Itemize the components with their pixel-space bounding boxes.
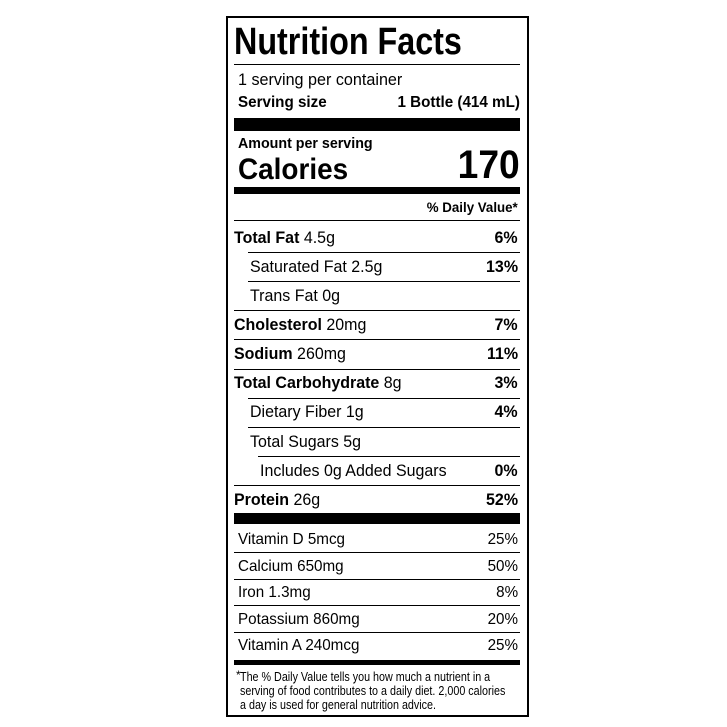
rule (234, 660, 520, 665)
nutrient-name: Sodium (234, 344, 293, 364)
serving-size-label: Serving size (238, 94, 327, 112)
nutrient-row: Saturated Fat 2.5g (250, 257, 382, 277)
nutrient-row: Cholesterol 20mg (234, 315, 366, 335)
vitamin-dv: 8% (496, 584, 518, 602)
nutrient-row: Dietary Fiber 1g (250, 402, 364, 422)
nutrient-amount: 2.5g (351, 256, 383, 276)
nutrient-row: Total Fat 4.5g (234, 228, 335, 248)
nutrient-dv: 4% (494, 402, 518, 422)
nutrient-dv: 52% (486, 489, 518, 509)
nutrient-row: Sodium 260mg (234, 344, 346, 364)
nutrient-name: Trans Fat (250, 286, 318, 305)
nutrient-amount: 4.5g (303, 227, 335, 247)
vitamin-dv: 50% (487, 557, 518, 575)
nutrient-amount: 0g (322, 286, 341, 305)
vitamin-name: Calcium 650mg (238, 557, 344, 575)
nutrient-amount: 5g (343, 431, 362, 451)
footnote-line: a day is used for general nutrition advi… (240, 697, 437, 712)
rule (234, 578, 520, 580)
rule (234, 368, 520, 370)
footnote-line: serving of food contributes to a daily d… (240, 683, 506, 698)
rule (258, 455, 520, 457)
nutrient-name: Total Fat (234, 227, 300, 247)
nutrient-row: Protein 26g (234, 490, 320, 510)
nutrient-row: Total Carbohydrate 8g (234, 373, 402, 393)
calories-value: 170 (457, 143, 520, 187)
nutrient-dv: 6% (494, 227, 518, 247)
nutrient-name: Protein (234, 489, 290, 509)
rule (234, 187, 520, 194)
nutrient-dv: 0% (494, 460, 518, 480)
nutrient-name: Saturated Fat (250, 256, 347, 276)
nutrient-name: Total Sugars (250, 431, 339, 451)
calories-label: Calories (238, 153, 349, 186)
vitamin-dv: 25% (487, 531, 518, 549)
nutrient-name: Cholesterol (234, 315, 322, 335)
rule (234, 310, 520, 312)
footnote-line: The % Daily Value tells you how much a n… (240, 669, 491, 684)
rule (234, 118, 520, 131)
nutrient-amount: 20mg (326, 315, 367, 335)
nutrient-amount: 1g (345, 402, 364, 422)
rule (234, 631, 520, 633)
daily-value-header: % Daily Value* (427, 198, 518, 215)
vitamin-name: Iron 1.3mg (238, 584, 311, 602)
nutrient-row: Total Sugars 5g (250, 432, 361, 452)
nutrient-name: Dietary Fiber (250, 402, 342, 422)
vitamin-name: Vitamin D 5mcg (238, 531, 346, 549)
nutrient-name: Total Carbohydrate (234, 373, 380, 393)
nutrient-name: Includes 0g Added Sugars (260, 460, 447, 480)
nutrient-amount: 260mg (297, 344, 346, 364)
vitamin-name: Potassium 860mg (238, 610, 360, 628)
nutrient-dv: 11% (486, 344, 518, 364)
nutrient-dv: 13% (486, 256, 518, 276)
nutrient-amount: 8g (383, 373, 402, 393)
rule (248, 281, 520, 283)
title: Nutrition Facts (234, 21, 462, 64)
nutrient-row: Includes 0g Added Sugars (260, 461, 447, 481)
nutrient-row: Trans Fat 0g (250, 286, 340, 306)
vitamin-dv: 20% (487, 610, 518, 628)
rule (248, 426, 520, 428)
nutrition-label (226, 16, 529, 717)
rule (234, 339, 520, 341)
nutrient-dv: 7% (494, 315, 518, 335)
nutrient-dv: 3% (494, 373, 518, 393)
vitamin-name: Vitamin A 240mcg (238, 637, 360, 654)
vitamin-dv: 25% (487, 637, 518, 654)
rule (234, 513, 520, 524)
rule (234, 220, 520, 221)
rule (234, 484, 520, 486)
servings: 1 serving per container (238, 69, 403, 89)
rule (248, 397, 520, 399)
serving-size-value: 1 Bottle (414 mL) (397, 94, 520, 112)
rule (234, 605, 520, 607)
amount-per-serving: Amount per serving (238, 135, 373, 152)
rule (234, 552, 520, 554)
rule (234, 64, 520, 65)
nutrient-amount: 26g (293, 489, 321, 509)
rule (248, 252, 520, 254)
footnote-mark: * (236, 667, 241, 682)
